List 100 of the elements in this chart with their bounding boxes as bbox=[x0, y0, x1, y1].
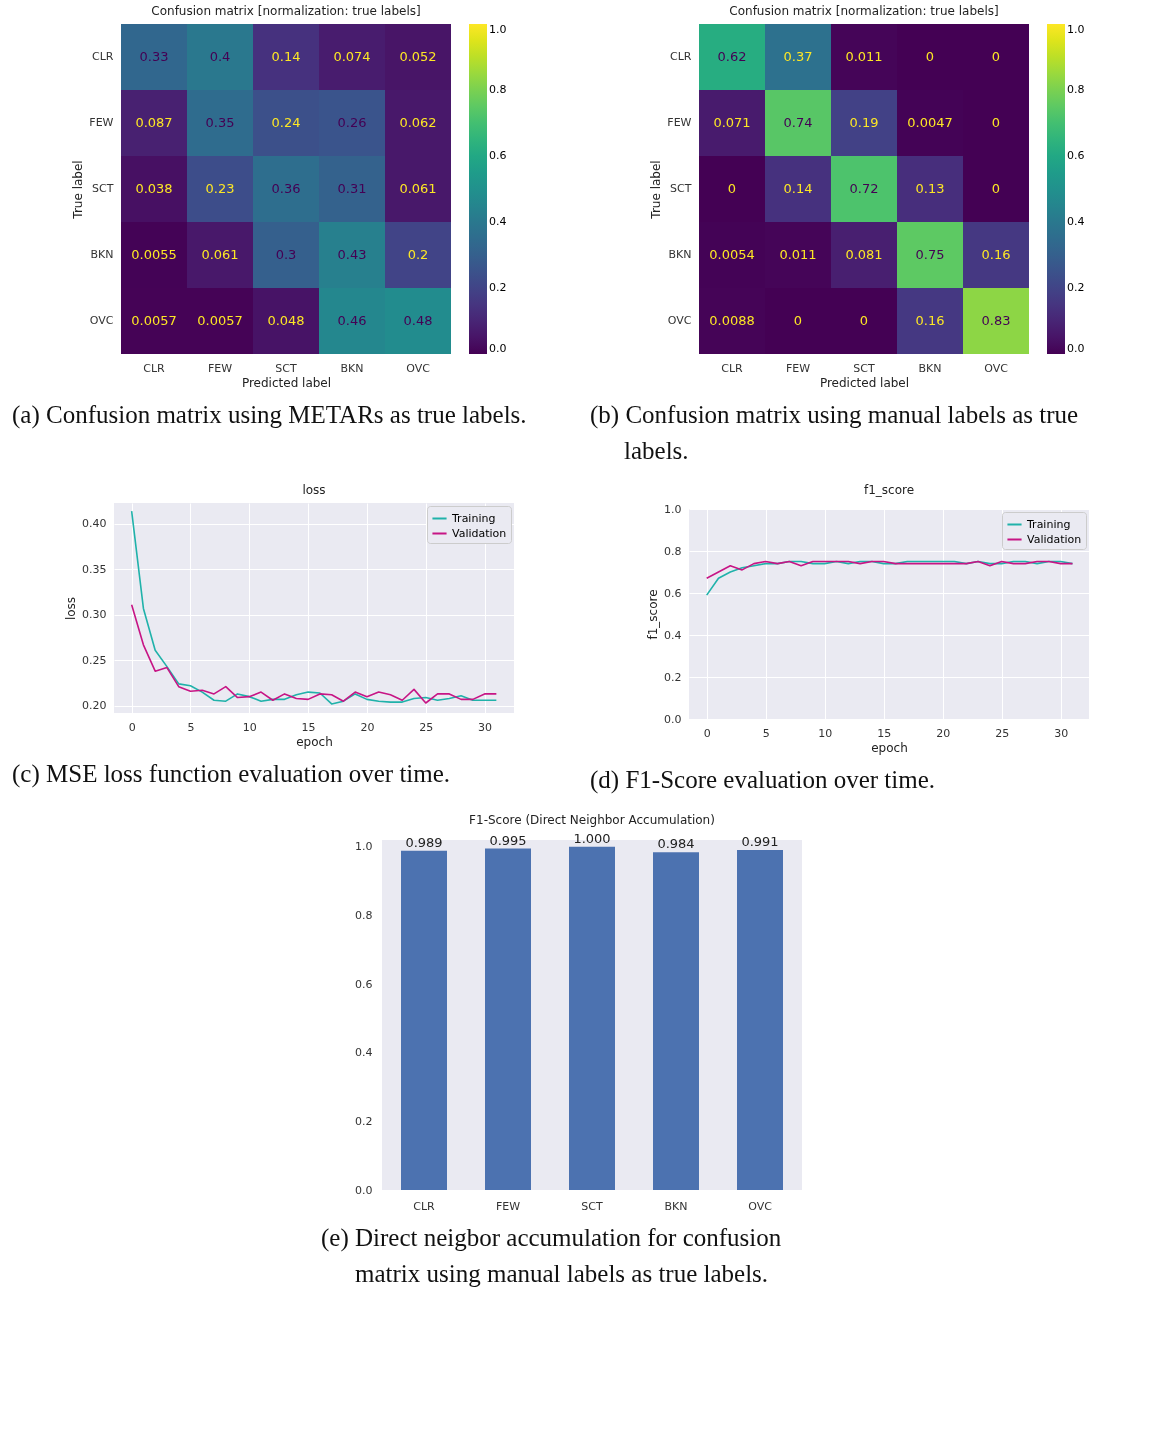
x-tick-label: 5 bbox=[762, 726, 770, 740]
text: (d) F1-Score evaluation over time. bbox=[590, 765, 937, 796]
y-tick-label: 0.8 bbox=[663, 544, 681, 558]
y-tick-label: BKN bbox=[668, 248, 692, 261]
x-tick-label: 0 bbox=[128, 720, 136, 734]
chart-title: Confusion matrix [normalization: true labels] bbox=[151, 4, 421, 18]
y-axis-title: f1_score bbox=[645, 589, 660, 640]
data-label: 0 bbox=[859, 313, 869, 328]
y-tick-label: OVC bbox=[89, 314, 114, 327]
x-axis-title: Predicted label bbox=[241, 375, 332, 390]
text: (e) Direct neigbor accumulation for confusion matrix using manual labels as true labels. bbox=[321, 1223, 783, 1289]
text: (b) Confusion matrix using manual labels as true labels. bbox=[590, 400, 1080, 466]
data-label: 0.33 bbox=[139, 49, 169, 64]
color-bar-label: 0.0 bbox=[1067, 342, 1085, 355]
y-tick-label: FEW bbox=[667, 116, 692, 129]
x-tick-label: OVC bbox=[406, 361, 431, 375]
color-bar-label: 0.6 bbox=[489, 149, 507, 162]
legend-label: Training bbox=[451, 511, 496, 525]
data-label: 0.23 bbox=[205, 181, 235, 196]
data-label: 0.2 bbox=[407, 247, 429, 262]
data-label: 0.038 bbox=[135, 181, 173, 196]
color-bar-label: 0.2 bbox=[1067, 281, 1085, 294]
data-label: 0.46 bbox=[337, 313, 367, 328]
data-label: 0.048 bbox=[267, 313, 305, 328]
x-tick-label: 5 bbox=[187, 720, 195, 734]
x-tick-label: OVC bbox=[748, 1199, 773, 1213]
data-label: 0.16 bbox=[981, 247, 1011, 262]
y-tick-label: 0.25 bbox=[82, 653, 107, 667]
x-axis-title: Predicted label bbox=[819, 375, 910, 390]
y-tick-label: CLR bbox=[92, 50, 114, 63]
data-label: 0.16 bbox=[915, 313, 945, 328]
x-tick-label: SCT bbox=[853, 361, 875, 375]
y-tick-label: 0.4 bbox=[663, 628, 681, 642]
color-bar-label: 0.4 bbox=[489, 215, 507, 228]
data-label: 0.14 bbox=[271, 49, 301, 64]
data-label: 0.087 bbox=[135, 115, 173, 130]
data-label: 0 bbox=[991, 181, 1001, 196]
data-label: 0.74 bbox=[783, 115, 813, 130]
data-label: 0.24 bbox=[271, 115, 301, 130]
x-tick-label: OVC bbox=[984, 361, 1009, 375]
data-label: 0.14 bbox=[783, 181, 813, 196]
data-label: 0.011 bbox=[845, 49, 883, 64]
chart-title: f1_score bbox=[863, 483, 914, 497]
data-label: 0 bbox=[793, 313, 803, 328]
data-label: 0.43 bbox=[337, 247, 367, 262]
legend-label: Validation bbox=[452, 526, 507, 540]
legend-label: Validation bbox=[1026, 532, 1081, 546]
x-tick-label: CLR bbox=[721, 361, 744, 375]
data-label: 0.48 bbox=[403, 313, 433, 328]
y-tick-label: 0.2 bbox=[355, 1114, 373, 1128]
data-label: 0.071 bbox=[713, 115, 751, 130]
data-label: 0.995 bbox=[489, 832, 527, 848]
y-tick-label: 0.0 bbox=[355, 1183, 373, 1197]
y-tick-label: 0.0 bbox=[663, 712, 681, 726]
data-label: 0.061 bbox=[399, 181, 437, 196]
y-axis-title: loss bbox=[64, 596, 79, 621]
x-axis-title: epoch bbox=[296, 734, 333, 749]
y-tick-label: 0.4 bbox=[355, 1046, 373, 1060]
color-bar-label: 0.8 bbox=[489, 83, 507, 96]
text: (c) MSE loss function evaluation over time. bbox=[12, 759, 452, 790]
data-label: 0 bbox=[925, 49, 935, 64]
x-tick-label: 25 bbox=[994, 726, 1009, 740]
y-tick-label: 0.20 bbox=[82, 699, 107, 713]
x-tick-label: FEW bbox=[785, 361, 811, 375]
data-label: 0.062 bbox=[399, 115, 437, 130]
color-bar-label: 0.8 bbox=[1067, 83, 1085, 96]
x-tick-label: 30 bbox=[1053, 726, 1068, 740]
x-tick-label: BKN bbox=[340, 361, 364, 375]
x-tick-label: SCT bbox=[275, 361, 297, 375]
y-tick-label: FEW bbox=[89, 116, 114, 129]
x-tick-label: FEW bbox=[495, 1199, 521, 1213]
y-tick-label: 1.0 bbox=[355, 840, 373, 854]
y-tick-label: 0.6 bbox=[355, 977, 373, 991]
data-label: 0.83 bbox=[981, 313, 1011, 328]
data-label: 0.081 bbox=[845, 247, 883, 262]
color-bar-label: 0.0 bbox=[489, 342, 507, 355]
data-label: 0.62 bbox=[717, 49, 747, 64]
legend-label: Training bbox=[1025, 517, 1070, 531]
y-tick-label: CLR bbox=[670, 50, 692, 63]
x-tick-label: 10 bbox=[242, 720, 257, 734]
data-label: 0.72 bbox=[849, 181, 879, 196]
x-tick-label: 30 bbox=[478, 720, 493, 734]
y-tick-label: 0.6 bbox=[663, 586, 681, 600]
x-tick-label: BKN bbox=[918, 361, 942, 375]
data-label: 0.0055 bbox=[131, 247, 177, 262]
data-label: 0.052 bbox=[399, 49, 437, 64]
color-bar-label: 1.0 bbox=[489, 23, 507, 36]
data-label: 0.0054 bbox=[709, 247, 755, 262]
data-label: 0.35 bbox=[205, 115, 235, 130]
data-label: 0.0057 bbox=[131, 313, 177, 328]
color-bar-label: 0.4 bbox=[1067, 215, 1085, 228]
y-tick-label: 1.0 bbox=[663, 502, 681, 516]
x-tick-label: 10 bbox=[817, 726, 832, 740]
y-tick-label: 0.2 bbox=[663, 670, 681, 684]
y-tick-label: BKN bbox=[90, 248, 114, 261]
data-label: 0 bbox=[727, 181, 737, 196]
data-label: 0.991 bbox=[741, 833, 779, 849]
x-tick-label: 15 bbox=[301, 720, 316, 734]
data-label: 0.984 bbox=[657, 836, 695, 852]
data-label: 0.061 bbox=[201, 247, 239, 262]
